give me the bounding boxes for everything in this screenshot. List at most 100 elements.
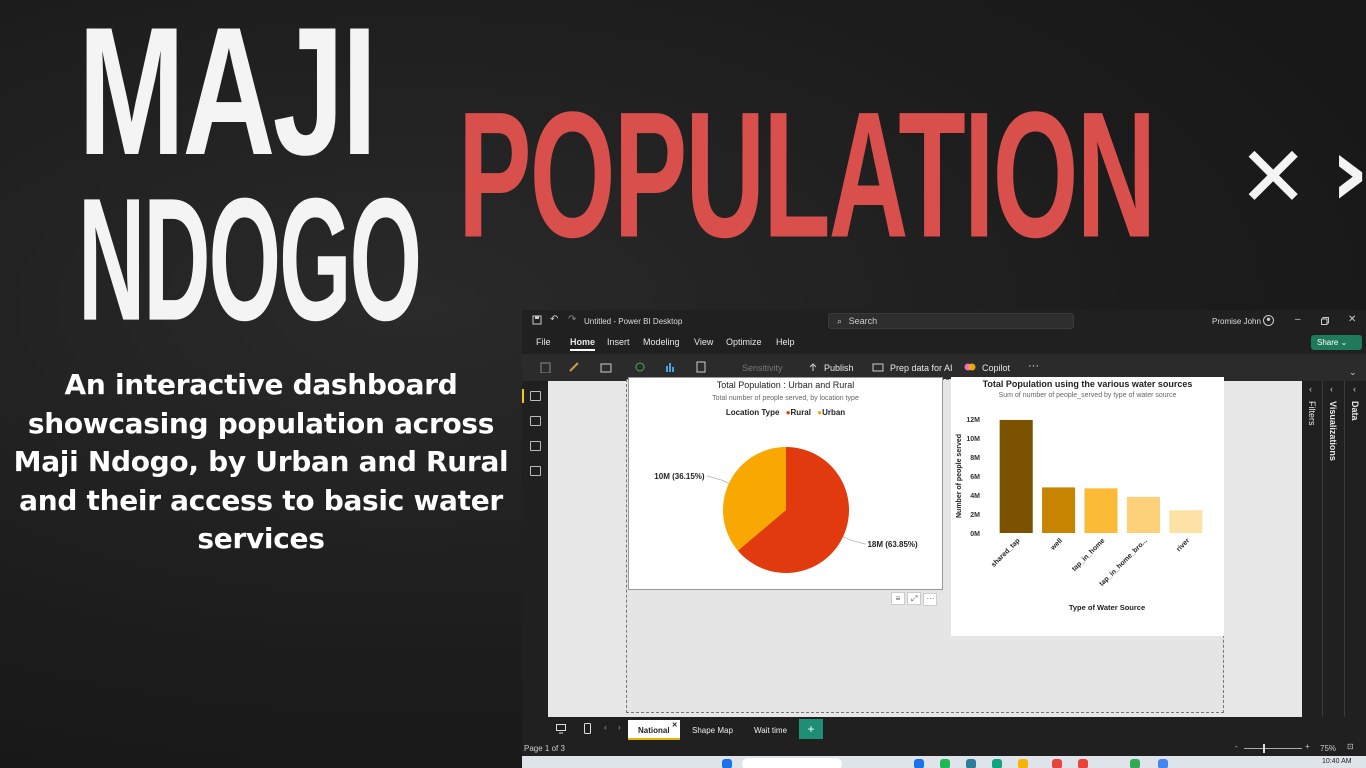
redo-icon[interactable]: ↷ bbox=[568, 314, 577, 325]
app-icon[interactable] bbox=[1052, 759, 1062, 768]
mobile-layout-icon[interactable] bbox=[584, 723, 591, 734]
zoom-in-icon[interactable]: + bbox=[1305, 742, 1310, 751]
zoom-slider-thumb[interactable] bbox=[1263, 744, 1265, 753]
publish-icon[interactable] bbox=[807, 361, 819, 373]
prev-page-icon[interactable]: ‹ bbox=[604, 723, 607, 732]
menu-modeling[interactable]: Modeling bbox=[643, 337, 680, 347]
side-panes: ‹ Filters ‹ Visualizations ‹ Data bbox=[1302, 381, 1366, 717]
dax-query-view-icon[interactable] bbox=[530, 466, 541, 476]
app-icon[interactable] bbox=[914, 759, 924, 768]
close-icon[interactable]: ✕ bbox=[1348, 314, 1357, 325]
bar-tap_in_home[interactable] bbox=[1084, 488, 1118, 533]
y-tick-label: 8M bbox=[970, 455, 980, 462]
visualizations-pane[interactable]: Visualizations bbox=[1328, 401, 1338, 461]
minimize-icon[interactable]: – bbox=[1295, 314, 1301, 325]
pie-data-label: 10M (36.15%) bbox=[654, 472, 705, 481]
collapse-ribbon-icon[interactable]: ⌄ bbox=[1349, 367, 1357, 377]
x-tick-label: tap_in_home bbox=[1071, 537, 1107, 573]
bar-well[interactable] bbox=[1042, 487, 1076, 533]
menu-view[interactable]: View bbox=[694, 337, 714, 347]
menu-file[interactable]: File bbox=[536, 337, 551, 347]
get-data-icon[interactable] bbox=[600, 361, 612, 373]
tab-shape-map[interactable]: Shape Map bbox=[682, 720, 743, 740]
app-icon[interactable] bbox=[992, 759, 1002, 768]
more-options-button[interactable]: ··· bbox=[1028, 360, 1039, 372]
tab-national[interactable]: National ✕ bbox=[628, 720, 680, 740]
publish-button[interactable]: Publish bbox=[824, 363, 854, 373]
pie-slice-rural[interactable] bbox=[737, 447, 849, 573]
filter-icon[interactable]: ≡ bbox=[891, 592, 905, 605]
page-tabs: ‹ › National ✕ Shape Map Wait time + bbox=[522, 717, 1366, 741]
copilot-icon[interactable] bbox=[964, 361, 976, 373]
tab-wait-time[interactable]: Wait time bbox=[744, 720, 797, 740]
app-icon[interactable] bbox=[1018, 759, 1028, 768]
fit-page-icon[interactable]: ⊡ bbox=[1347, 742, 1354, 751]
zoom-slider[interactable] bbox=[1244, 748, 1302, 749]
app-icon[interactable] bbox=[966, 759, 976, 768]
restore-icon[interactable] bbox=[1321, 317, 1329, 325]
clock[interactable]: 10:40 AM bbox=[1322, 758, 1352, 765]
start-icon[interactable] bbox=[722, 759, 732, 768]
x-axis-label: Type of Water Source bbox=[1069, 603, 1145, 612]
focus-mode-icon[interactable]: ⤢ bbox=[907, 592, 922, 605]
copilot-button[interactable]: Copilot bbox=[982, 363, 1011, 373]
user-name[interactable]: Promise John bbox=[1212, 317, 1261, 326]
bar-shared_tap[interactable] bbox=[999, 419, 1033, 533]
menu-optimize[interactable]: Optimize bbox=[726, 337, 762, 347]
decorative-chevron-icon: › bbox=[1330, 116, 1366, 228]
bar-chart-visual[interactable]: Total Population using the various water… bbox=[951, 377, 1224, 636]
data-pane[interactable]: Data bbox=[1350, 401, 1360, 421]
search-placeholder: Search bbox=[848, 316, 878, 326]
model-view-icon[interactable] bbox=[530, 441, 541, 451]
pie-leader-line bbox=[842, 536, 866, 545]
prep-data-ai-button[interactable]: Prep data for AI bbox=[890, 363, 953, 373]
report-view-icon[interactable] bbox=[530, 391, 541, 401]
undo-icon[interactable]: ↶ bbox=[550, 314, 559, 325]
x-tick-label: shared_tap bbox=[990, 537, 1021, 568]
format-painter-icon[interactable] bbox=[568, 361, 580, 373]
zoom-out-icon[interactable]: - bbox=[1235, 742, 1238, 751]
pie-slice-urban[interactable] bbox=[723, 447, 786, 551]
filters-pane[interactable]: Filters bbox=[1307, 401, 1317, 426]
tab-close-icon[interactable]: ✕ bbox=[671, 722, 678, 729]
next-page-icon[interactable]: › bbox=[618, 723, 621, 732]
calculator-icon[interactable] bbox=[695, 361, 707, 373]
paste-icon[interactable] bbox=[540, 361, 552, 373]
new-visual-icon[interactable] bbox=[664, 361, 676, 373]
prep-ai-icon[interactable] bbox=[872, 361, 884, 373]
table-view-icon[interactable] bbox=[530, 416, 541, 426]
add-page-button[interactable]: + bbox=[799, 719, 823, 739]
visualizations-collapse-icon[interactable]: ‹ bbox=[1330, 384, 1333, 394]
x-tick-label: tap_in_home_bro... bbox=[1098, 537, 1148, 587]
app-icon[interactable] bbox=[1078, 759, 1088, 768]
pie-chart-visual[interactable]: Total Population : Urban and Rural Total… bbox=[628, 377, 943, 606]
taskbar-search[interactable] bbox=[742, 758, 842, 768]
avatar-icon[interactable] bbox=[1263, 315, 1274, 326]
visual-header: ≡ ⤢ ··· bbox=[891, 592, 938, 606]
desktop-layout-icon[interactable] bbox=[556, 724, 566, 734]
filters-collapse-icon[interactable]: ‹ bbox=[1309, 384, 1312, 394]
app-icon[interactable] bbox=[1158, 759, 1168, 768]
app-icon[interactable] bbox=[940, 759, 950, 768]
menu-insert[interactable]: Insert bbox=[607, 337, 630, 347]
y-axis-label: Number of people served bbox=[956, 434, 963, 518]
page-indicator: Page 1 of 3 bbox=[524, 744, 565, 753]
x-tick-label: well bbox=[1049, 537, 1064, 552]
y-tick-label: 6M bbox=[970, 474, 980, 481]
menu-help[interactable]: Help bbox=[776, 337, 795, 347]
refresh-icon[interactable] bbox=[634, 361, 646, 373]
window-title: Untitled - Power BI Desktop bbox=[584, 317, 683, 326]
share-button[interactable]: Share ⌄ bbox=[1311, 335, 1362, 350]
app-icon[interactable] bbox=[1130, 759, 1140, 768]
report-canvas[interactable]: Total Population : Urban and Rural Total… bbox=[548, 377, 1302, 717]
search-input[interactable]: ⌕ Search bbox=[828, 313, 1074, 329]
visual-more-icon[interactable]: ··· bbox=[923, 593, 938, 606]
bar-river[interactable] bbox=[1169, 510, 1203, 533]
menu-home[interactable]: Home bbox=[570, 337, 596, 351]
save-icon[interactable] bbox=[532, 315, 542, 325]
data-collapse-icon[interactable]: ‹ bbox=[1353, 384, 1356, 394]
sensitivity-button[interactable]: Sensitivity bbox=[742, 363, 783, 373]
bar-tap_in_home_bro[interactable] bbox=[1126, 496, 1160, 533]
pie-data-label: 18M (63.85%) bbox=[867, 540, 918, 549]
zoom-level: 75% bbox=[1320, 744, 1337, 753]
